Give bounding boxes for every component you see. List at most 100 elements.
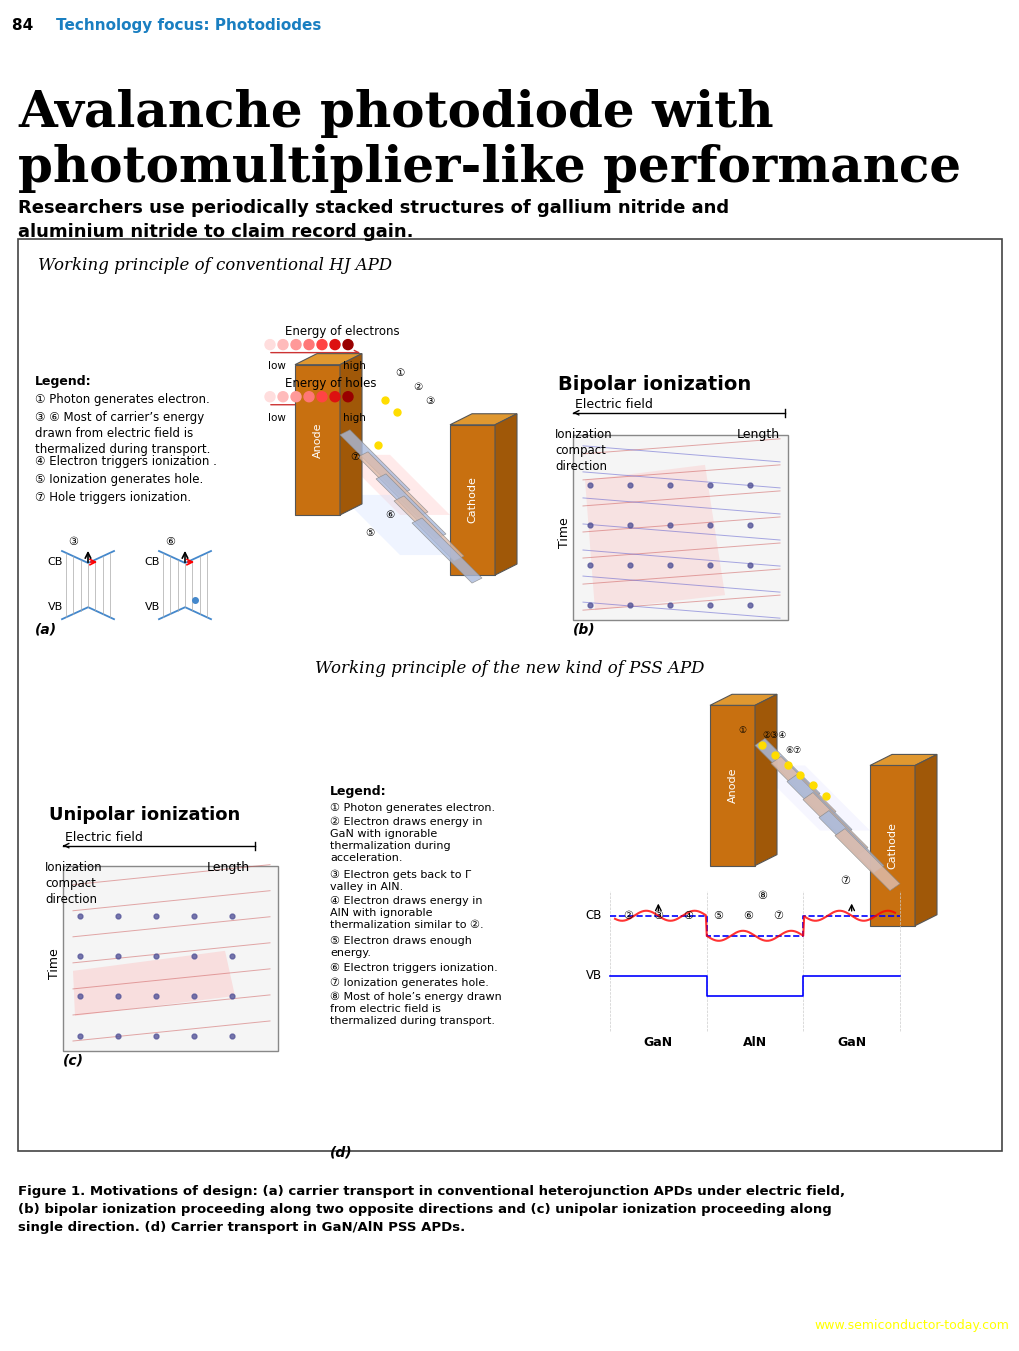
Text: Electric field: Electric field bbox=[65, 831, 143, 843]
Text: 84: 84 bbox=[12, 18, 39, 34]
Text: Figure 1. Motivations of design: (a) carrier transport in conventional heterojun: Figure 1. Motivations of design: (a) car… bbox=[18, 1185, 845, 1233]
Text: Avalanche photodiode with: Avalanche photodiode with bbox=[18, 89, 772, 138]
Text: Time: Time bbox=[49, 948, 61, 979]
Text: ④: ④ bbox=[683, 911, 692, 921]
Circle shape bbox=[342, 392, 353, 401]
Circle shape bbox=[265, 339, 275, 350]
Text: (a): (a) bbox=[35, 623, 57, 636]
Text: ②: ② bbox=[413, 382, 422, 392]
Circle shape bbox=[278, 339, 287, 350]
Polygon shape bbox=[754, 739, 819, 801]
Text: Technology focus: Photodiodes: Technology focus: Photodiodes bbox=[56, 18, 321, 34]
Text: ⑦ Ionization generates hole.: ⑦ Ionization generates hole. bbox=[330, 977, 488, 988]
Text: ⑥: ⑥ bbox=[165, 536, 175, 547]
Text: Researchers use periodically stacked structures of gallium nitride and
aluminium: Researchers use periodically stacked str… bbox=[18, 200, 729, 240]
Text: VB: VB bbox=[145, 603, 160, 612]
Text: VB: VB bbox=[48, 603, 63, 612]
Polygon shape bbox=[770, 757, 836, 819]
Text: ②: ② bbox=[623, 911, 633, 921]
Text: www.semiconductor-today.com: www.semiconductor-today.com bbox=[814, 1319, 1009, 1332]
Circle shape bbox=[342, 339, 353, 350]
Text: ⑦: ⑦ bbox=[772, 911, 783, 921]
Text: ⑧: ⑧ bbox=[756, 890, 766, 901]
Text: low: low bbox=[268, 413, 285, 423]
Text: ⑤: ⑤ bbox=[365, 528, 374, 538]
Text: Cathode: Cathode bbox=[467, 477, 477, 523]
Polygon shape bbox=[294, 354, 362, 365]
Text: Length: Length bbox=[207, 861, 250, 874]
Text: (d): (d) bbox=[330, 1146, 353, 1159]
Polygon shape bbox=[376, 474, 445, 539]
Polygon shape bbox=[709, 705, 754, 866]
Bar bbox=[63, 866, 278, 1051]
Text: Anode: Anode bbox=[727, 767, 737, 804]
Text: CB: CB bbox=[585, 909, 601, 923]
Bar bbox=[18, 239, 1001, 1151]
Circle shape bbox=[317, 339, 327, 350]
Circle shape bbox=[290, 392, 301, 401]
Text: CB: CB bbox=[145, 557, 160, 567]
Polygon shape bbox=[339, 494, 449, 555]
Polygon shape bbox=[339, 455, 449, 515]
Circle shape bbox=[330, 339, 339, 350]
Circle shape bbox=[330, 392, 339, 401]
Text: ⑥ Electron triggers ionization.: ⑥ Electron triggers ionization. bbox=[330, 963, 497, 973]
Polygon shape bbox=[294, 365, 339, 515]
Circle shape bbox=[290, 339, 301, 350]
Text: ①: ① bbox=[737, 725, 745, 735]
Text: ④ Electron triggers ionization .: ④ Electron triggers ionization . bbox=[35, 455, 217, 467]
Bar bbox=[573, 435, 788, 620]
Text: Working principle of conventional HJ APD: Working principle of conventional HJ APD bbox=[38, 258, 391, 274]
Circle shape bbox=[304, 392, 314, 401]
FancyArrowPatch shape bbox=[270, 350, 359, 355]
Text: Cathode: Cathode bbox=[887, 823, 897, 869]
Text: ⑦ Hole triggers ionization.: ⑦ Hole triggers ionization. bbox=[35, 490, 191, 504]
Text: Working principle of the new kind of PSS APD: Working principle of the new kind of PSS… bbox=[315, 661, 704, 677]
Text: semiconductorTODAY Compounds&AdvancedSilicon • Vol. 12 • Issue 1 • February 2017: semiconductorTODAY Compounds&AdvancedSil… bbox=[10, 1319, 559, 1332]
Text: GaN: GaN bbox=[643, 1036, 673, 1048]
Polygon shape bbox=[449, 424, 494, 576]
Text: Energy of electrons: Energy of electrons bbox=[284, 324, 399, 338]
Text: Ionization
compact
direction: Ionization compact direction bbox=[554, 428, 612, 473]
Text: ②③④: ②③④ bbox=[762, 731, 787, 740]
Text: ③: ③ bbox=[68, 536, 77, 547]
Circle shape bbox=[278, 392, 287, 401]
Text: (c): (c) bbox=[63, 1052, 84, 1067]
Text: ⑤ Ionization generates hole.: ⑤ Ionization generates hole. bbox=[35, 473, 203, 486]
Text: Anode: Anode bbox=[312, 422, 322, 458]
Text: high: high bbox=[342, 361, 366, 370]
Text: CB: CB bbox=[48, 557, 63, 567]
Text: (b): (b) bbox=[573, 623, 595, 636]
Polygon shape bbox=[412, 517, 482, 584]
Text: ③ ⑥ Most of carrier’s energy
drawn from electric field is
thermalized during tra: ③ ⑥ Most of carrier’s energy drawn from … bbox=[35, 411, 210, 455]
Text: Length: Length bbox=[736, 428, 780, 440]
Polygon shape bbox=[869, 754, 936, 766]
FancyArrowPatch shape bbox=[64, 843, 69, 848]
FancyArrowPatch shape bbox=[574, 411, 579, 415]
Polygon shape bbox=[393, 496, 464, 561]
Text: ⑥: ⑥ bbox=[742, 911, 752, 921]
Text: ⑥⑦: ⑥⑦ bbox=[784, 746, 800, 755]
Text: ⑤ Electron draws enough
energy.: ⑤ Electron draws enough energy. bbox=[330, 936, 472, 958]
Text: ② Electron draws energy in
GaN with ignorable
thermalization during
acceleration: ② Electron draws energy in GaN with igno… bbox=[330, 817, 482, 863]
Text: VB: VB bbox=[585, 970, 601, 982]
Polygon shape bbox=[358, 451, 428, 517]
Text: low: low bbox=[268, 361, 285, 370]
Text: Legend:: Legend: bbox=[35, 374, 92, 388]
Circle shape bbox=[304, 339, 314, 350]
Polygon shape bbox=[835, 828, 899, 890]
Text: GaN: GaN bbox=[837, 1036, 865, 1048]
Polygon shape bbox=[73, 951, 234, 1016]
Polygon shape bbox=[494, 413, 517, 576]
Text: Bipolar ionization: Bipolar ionization bbox=[557, 374, 751, 393]
Text: ⑦: ⑦ bbox=[840, 875, 849, 886]
Text: ① Photon generates electron.: ① Photon generates electron. bbox=[35, 393, 210, 405]
Text: ① Photon generates electron.: ① Photon generates electron. bbox=[330, 802, 494, 812]
FancyArrowPatch shape bbox=[270, 403, 359, 407]
Text: Ionization
compact
direction: Ionization compact direction bbox=[45, 861, 103, 905]
Polygon shape bbox=[709, 694, 776, 705]
Text: ①: ① bbox=[395, 367, 405, 378]
Text: Energy of holes: Energy of holes bbox=[284, 377, 376, 389]
Polygon shape bbox=[818, 811, 883, 873]
Text: Time: Time bbox=[558, 517, 571, 549]
